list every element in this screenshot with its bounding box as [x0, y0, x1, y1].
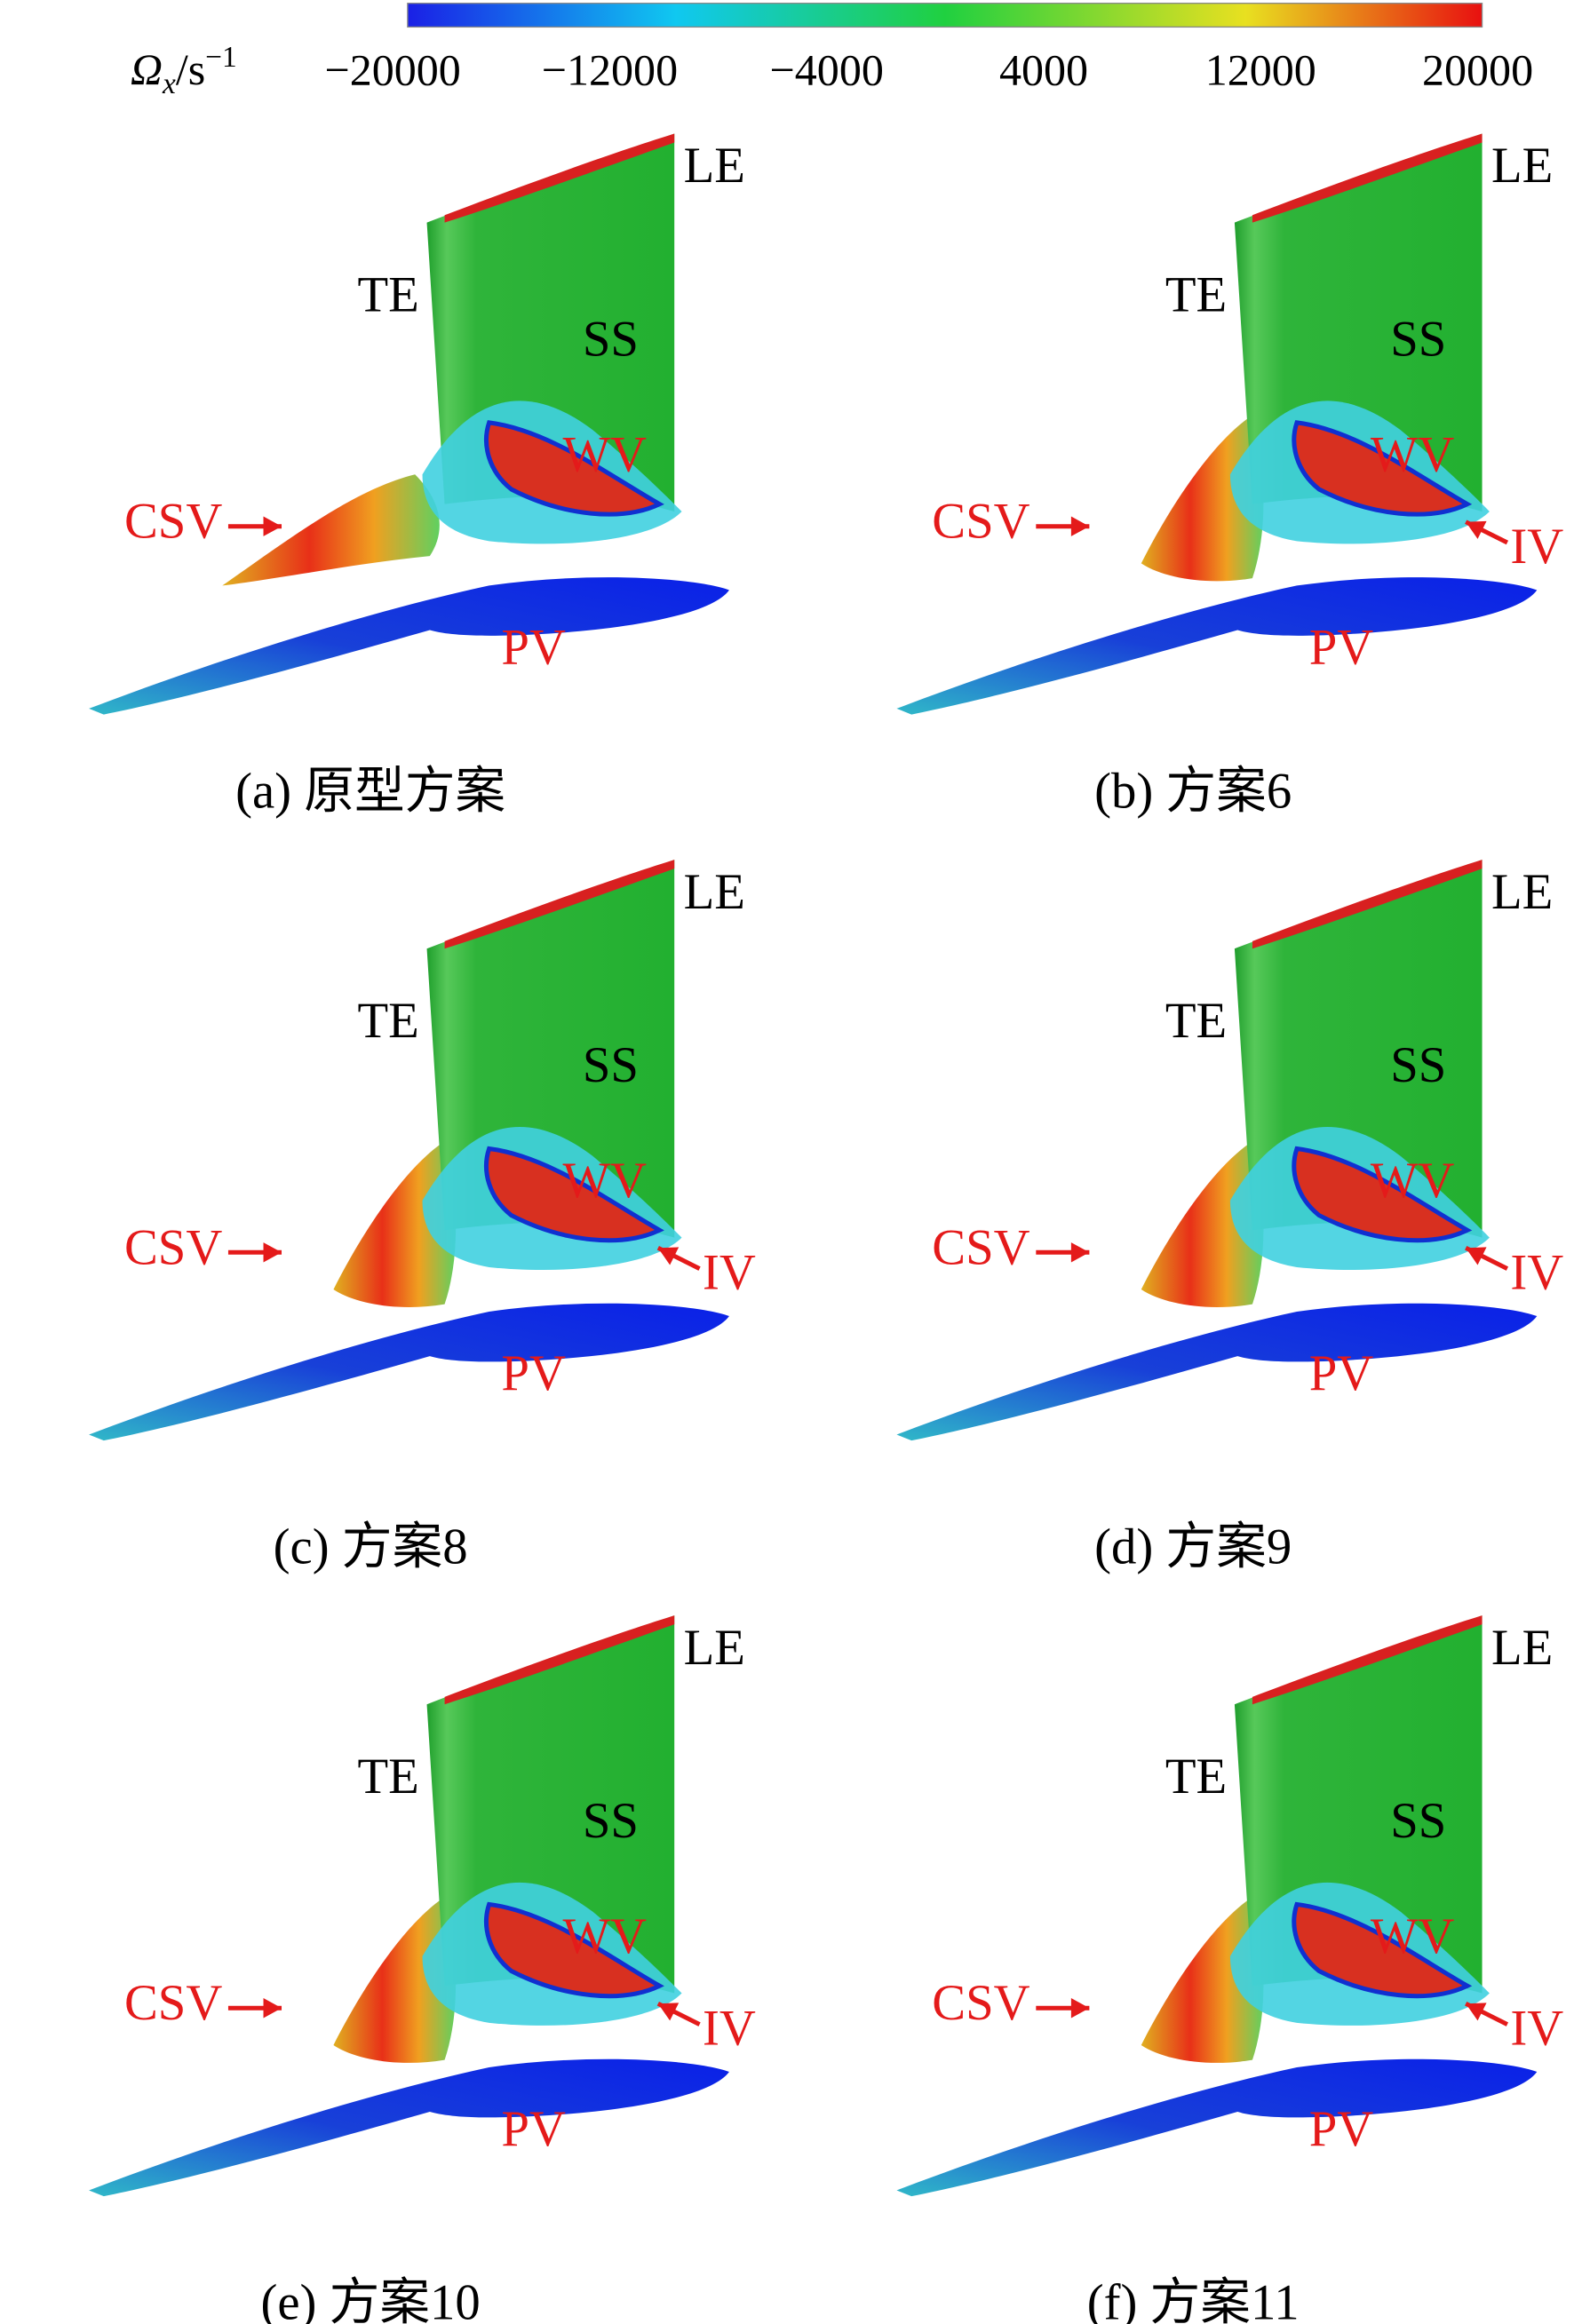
label-wv: WV — [1371, 1153, 1455, 1209]
label-ss: SS — [1390, 311, 1446, 367]
label-pv: PV — [1309, 620, 1374, 676]
arrow-head — [1466, 2003, 1487, 2021]
panel: LE TE SS WV CSV IV PV (f) 方案11 — [896, 1615, 1563, 2324]
label-iv: IV — [1510, 519, 1563, 575]
pressure-side-vortex — [896, 1303, 1538, 1441]
panel: LE TE SS WV CSV IV PV (e) 方案10 — [89, 1615, 756, 2324]
label-iv: IV — [1510, 2001, 1563, 2057]
label-csv: CSV — [124, 1975, 222, 2031]
blade-tip — [444, 1615, 675, 1705]
label-iv: IV — [1510, 1245, 1563, 1301]
label-te: TE — [358, 993, 419, 1049]
wall-vortex-core — [1292, 420, 1473, 517]
blade-tip — [444, 133, 675, 223]
corner-separation-vortex — [333, 1897, 457, 2063]
label-csv: CSV — [932, 494, 1029, 550]
wall-vortex-core — [484, 1146, 664, 1243]
panel-caption: (b) 方案6 — [1094, 763, 1292, 819]
colorbar-tick-label: 4000 — [999, 44, 1088, 94]
label-te: TE — [1165, 266, 1227, 322]
panel: LE TE SS WV CSV IV PV (b) 方案6 — [896, 133, 1563, 819]
label-wv: WV — [1371, 1908, 1455, 1964]
colorbar-tick-label: −20000 — [324, 44, 460, 94]
pressure-side-vortex — [89, 2058, 729, 2197]
label-iv: IV — [703, 1245, 756, 1301]
pressure-side-vortex — [896, 2058, 1538, 2197]
arrow-head — [657, 1247, 680, 1265]
arrow-head — [263, 516, 282, 536]
label-wv: WV — [563, 427, 648, 483]
label-le: LE — [1491, 138, 1553, 194]
pressure-side-vortex — [896, 577, 1538, 715]
panel-caption: (c) 方案8 — [274, 1519, 468, 1574]
label-wv: WV — [563, 1153, 648, 1209]
panel: LE TE SS WV CSV IV PV (c) 方案8 — [89, 860, 756, 1574]
label-le: LE — [1491, 864, 1553, 920]
label-pv: PV — [501, 620, 566, 676]
label-le: LE — [684, 138, 745, 194]
label-wv: WV — [1371, 427, 1455, 483]
label-pv: PV — [1309, 2101, 1374, 2157]
label-ss: SS — [583, 1037, 639, 1093]
arrow-head — [1070, 1998, 1090, 2019]
label-te: TE — [358, 266, 419, 322]
arrow-head — [1070, 1242, 1090, 1263]
panel-caption: (f) 方案11 — [1087, 2274, 1300, 2324]
label-ss: SS — [583, 1793, 639, 1849]
arrow-head — [657, 2003, 680, 2021]
blade-tip — [1252, 860, 1483, 949]
label-csv: CSV — [932, 1975, 1029, 2031]
label-csv: CSV — [124, 494, 222, 550]
corner-separation-vortex — [333, 1141, 457, 1307]
corner-separation-vortex — [222, 474, 440, 586]
label-te: TE — [1165, 993, 1227, 1049]
wall-vortex-core — [1292, 1901, 1473, 1999]
label-le: LE — [1491, 1620, 1553, 1676]
pressure-side-vortex — [89, 1303, 729, 1441]
blade-tip — [444, 860, 675, 949]
arrow-head — [263, 1998, 282, 2019]
colorbar — [407, 3, 1483, 28]
label-pv: PV — [1309, 1345, 1374, 1401]
wall-vortex-core — [1292, 1146, 1473, 1243]
panel: LE TE SS WV CSV IV PV (d) 方案9 — [896, 860, 1563, 1574]
blade-tip — [1252, 133, 1483, 223]
label-le: LE — [684, 864, 745, 920]
label-ss: SS — [1390, 1037, 1446, 1093]
colorbar-tick-label: −4000 — [770, 44, 884, 94]
arrow-head — [1466, 1247, 1487, 1265]
label-wv: WV — [563, 1908, 648, 1964]
label-te: TE — [1165, 1749, 1227, 1804]
pressure-side-vortex — [89, 577, 729, 715]
panel-caption: (d) 方案9 — [1094, 1519, 1292, 1574]
label-le: LE — [684, 1620, 745, 1676]
panel-caption: (e) 方案10 — [260, 2274, 480, 2324]
arrow-head — [1466, 520, 1487, 539]
panel-caption: (a) 原型方案 — [235, 763, 505, 819]
label-pv: PV — [501, 2101, 566, 2157]
arrow-head — [1070, 516, 1090, 536]
corner-separation-vortex — [1141, 415, 1264, 582]
label-iv: IV — [703, 2001, 756, 2057]
label-te: TE — [358, 1749, 419, 1804]
wall-vortex-core — [484, 420, 664, 517]
wall-vortex-core — [484, 1901, 664, 1999]
panel: LE TE SS WV CSV PV (a) 原型方案 — [89, 133, 745, 819]
colorbar-tick-label: 12000 — [1205, 44, 1316, 94]
corner-separation-vortex — [1141, 1897, 1264, 2063]
label-csv: CSV — [124, 1219, 222, 1275]
arrow-head — [263, 1242, 282, 1263]
label-ss: SS — [583, 311, 639, 367]
label-csv: CSV — [932, 1219, 1029, 1275]
colorbar-tick-label: −12000 — [542, 44, 678, 94]
label-pv: PV — [501, 1345, 566, 1401]
colorbar-tick-label: 20000 — [1422, 44, 1533, 94]
label-ss: SS — [1390, 1793, 1446, 1849]
colorbar-label: Ωx/s−1 — [131, 41, 237, 100]
blade-tip — [1252, 1615, 1483, 1705]
corner-separation-vortex — [1141, 1141, 1264, 1307]
